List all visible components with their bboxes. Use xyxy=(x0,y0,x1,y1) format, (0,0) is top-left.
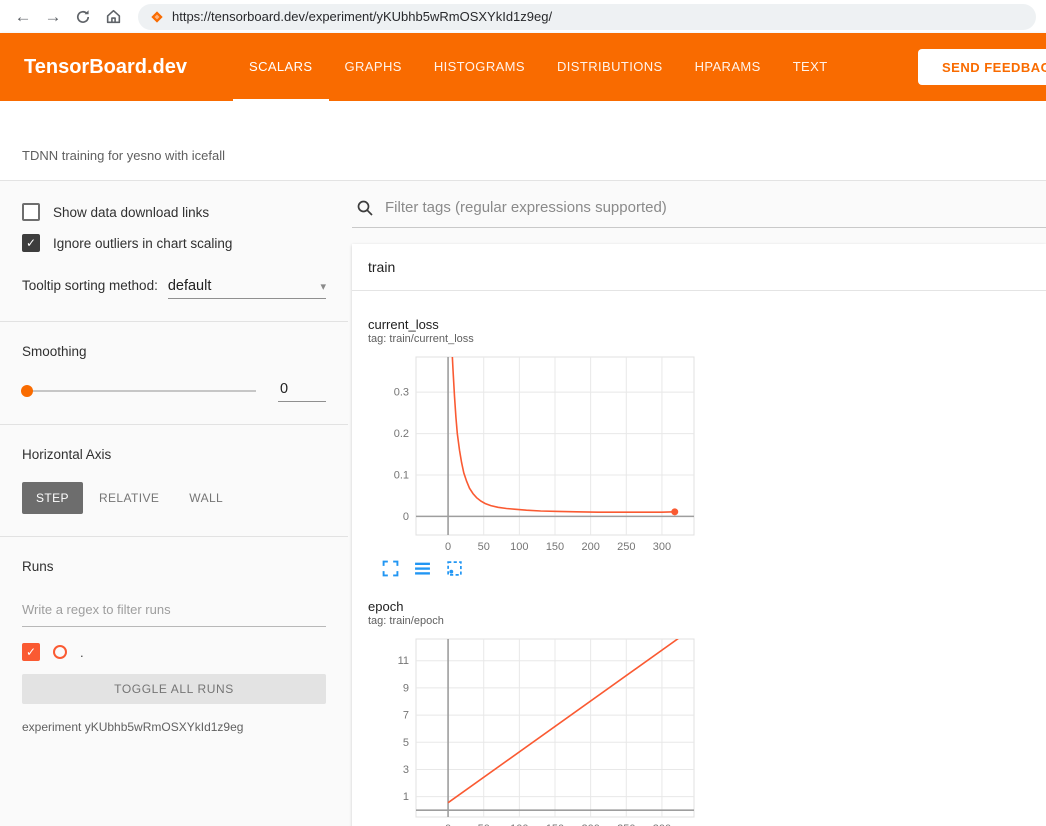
browser-toolbar: ← → https://tensorboard.dev/experiment/y… xyxy=(0,0,1046,33)
scalars-dashboard: train current_loss tag: train/current_lo… xyxy=(348,181,1046,826)
show-download-links-label: Show data download links xyxy=(53,204,210,220)
back-icon[interactable]: ← xyxy=(14,6,32,26)
app-header: TensorBoard.dev SCALARS GRAPHS HISTOGRAMS D… xyxy=(0,33,1046,101)
app-logo[interactable]: TensorBoard.dev xyxy=(24,55,187,78)
check-icon: ✓ xyxy=(25,645,37,659)
search-icon xyxy=(356,199,374,217)
run-row[interactable]: ✓ . xyxy=(22,643,326,661)
tab-text[interactable]: TEXT xyxy=(792,58,828,74)
ignore-outliers-checkbox[interactable]: ✓ xyxy=(22,234,40,252)
smoothing-label: Smoothing xyxy=(22,344,87,359)
tooltip-sorting-row: Tooltip sorting method: default ▾ xyxy=(22,278,326,299)
chart-tag: tag: train/epoch xyxy=(368,615,444,627)
sidebar-divider xyxy=(0,424,348,425)
url-text[interactable]: https://tensorboard.dev/experiment/yKUbh… xyxy=(172,9,553,24)
experiment-id-label: experiment yKUbhb5wRmOSXYkId1z9eg xyxy=(22,720,244,734)
chart-plot[interactable]: 0 50 100 150 200 250 300 0 0.1 0.2 0.3 xyxy=(368,351,698,553)
ignore-outliers-label: Ignore outliers in chart scaling xyxy=(53,235,233,251)
header-tabs: SCALARS GRAPHS HISTOGRAMS DISTRIBUTIONS HPAR… xyxy=(233,33,844,101)
experiment-title: TDNN training for yesno with icefall xyxy=(22,148,226,163)
settings-sidebar: ✓ Show data download links ✓ Ignore outl… xyxy=(0,181,348,826)
expand-chart-icon[interactable] xyxy=(382,560,399,577)
svg-text:5: 5 xyxy=(403,737,409,749)
svg-text:300: 300 xyxy=(653,541,671,553)
svg-text:250: 250 xyxy=(617,541,635,553)
svg-text:0.1: 0.1 xyxy=(394,469,409,481)
chart-tag: tag: train/current_loss xyxy=(368,333,474,345)
sidebar-divider xyxy=(0,536,348,537)
full-width-icon[interactable] xyxy=(414,560,431,577)
runs-label: Runs xyxy=(22,559,54,574)
haxis-options: STEP RELATIVE WALL xyxy=(22,482,326,514)
tooltip-sorting-select[interactable]: default ▾ xyxy=(167,278,326,299)
chart-plot[interactable]: 0501001502002503001357911 xyxy=(368,633,698,826)
tag-group-header[interactable]: train xyxy=(352,244,1046,291)
tab-graphs[interactable]: GRAPHS xyxy=(344,58,402,74)
svg-text:150: 150 xyxy=(546,541,564,553)
run-checkbox[interactable]: ✓ xyxy=(22,643,40,661)
tab-distributions[interactable]: DISTRIBUTIONS xyxy=(556,58,663,74)
run-color-swatch[interactable] xyxy=(53,645,67,659)
chart-title: epoch xyxy=(368,599,404,614)
tooltip-sorting-value: default xyxy=(167,278,212,294)
chart-grid: current_loss tag: train/current_loss 0 50… xyxy=(352,291,1046,826)
address-bar[interactable]: https://tensorboard.dev/experiment/yKUbh… xyxy=(138,3,1036,30)
refresh-icon[interactable] xyxy=(70,5,96,29)
slider-thumb[interactable] xyxy=(21,384,33,397)
smoothing-value-input[interactable]: 0 xyxy=(278,379,326,402)
home-icon[interactable] xyxy=(100,5,126,29)
svg-text:200: 200 xyxy=(581,541,599,553)
tab-scalars[interactable]: SCALARS xyxy=(233,33,329,101)
forward-icon[interactable]: → xyxy=(44,6,62,26)
smoothing-row: 0 xyxy=(21,379,326,402)
show-download-links-row[interactable]: ✓ Show data download links xyxy=(22,203,326,221)
svg-text:11: 11 xyxy=(398,655,409,667)
tooltip-sorting-label: Tooltip sorting method: xyxy=(22,278,158,293)
svg-text:100: 100 xyxy=(510,541,528,553)
site-favicon xyxy=(150,10,164,24)
haxis-step-button[interactable]: STEP xyxy=(22,482,83,514)
sidebar-divider xyxy=(0,321,348,322)
haxis-wall-button[interactable]: WALL xyxy=(175,482,237,514)
experiment-subheader: TDNN training for yesno with icefall xyxy=(0,101,1046,181)
send-feedback-button[interactable]: SEND FEEDBACK xyxy=(918,49,1046,85)
svg-text:0: 0 xyxy=(403,511,409,523)
svg-text:9: 9 xyxy=(403,682,409,694)
train-card: train current_loss tag: train/current_lo… xyxy=(352,244,1046,826)
svg-text:0.2: 0.2 xyxy=(394,428,409,440)
toggle-all-runs-button[interactable]: TOGGLE ALL RUNS xyxy=(22,674,326,704)
chart-toolbar xyxy=(382,560,698,577)
check-icon: ✓ xyxy=(25,236,37,250)
ignore-outliers-row[interactable]: ✓ Ignore outliers in chart scaling xyxy=(22,234,326,252)
runs-filter-input[interactable] xyxy=(22,596,326,627)
chart-title: current_loss xyxy=(368,317,439,332)
tag-filter-row xyxy=(352,189,1046,228)
smoothing-slider[interactable] xyxy=(21,384,256,397)
svg-text:3: 3 xyxy=(403,764,409,776)
haxis-relative-button[interactable]: RELATIVE xyxy=(85,482,173,514)
content-area: ✓ Show data download links ✓ Ignore outl… xyxy=(0,181,1046,826)
svg-text:7: 7 xyxy=(403,710,409,722)
svg-text:0: 0 xyxy=(445,541,451,553)
tab-histograms[interactable]: HISTOGRAMS xyxy=(433,58,525,74)
fit-domain-icon[interactable] xyxy=(446,560,463,577)
scalar-chart: epoch tag: train/epoch 05010015020025030… xyxy=(368,599,698,826)
scalar-chart: current_loss tag: train/current_loss 0 50… xyxy=(368,317,698,577)
tab-hparams[interactable]: HPARAMS xyxy=(694,58,761,74)
svg-text:1: 1 xyxy=(403,791,409,803)
svg-text:50: 50 xyxy=(478,541,490,553)
svg-text:0.3: 0.3 xyxy=(394,387,409,399)
chevron-down-icon: ▾ xyxy=(320,280,326,293)
run-name: . xyxy=(80,644,84,660)
tag-filter-input[interactable] xyxy=(383,198,1046,217)
show-download-links-checkbox[interactable]: ✓ xyxy=(22,203,40,221)
horizontal-axis-label: Horizontal Axis xyxy=(22,447,112,462)
